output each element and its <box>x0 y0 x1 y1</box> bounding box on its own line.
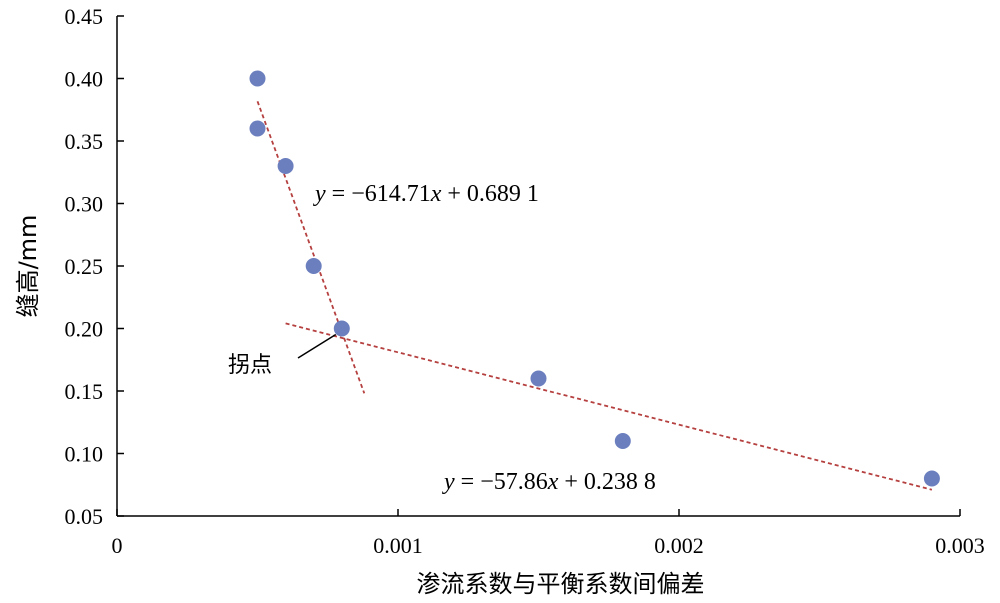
data-point <box>277 158 294 174</box>
data-point <box>530 370 547 387</box>
y-tick-label: 0.10 <box>65 442 104 467</box>
data-points <box>249 70 940 487</box>
y-tick-label: 0.35 <box>65 129 104 154</box>
x-axis-title: 渗流系数与平衡系数间偏差 <box>417 570 705 598</box>
y-tick-label: 0.20 <box>65 317 104 342</box>
trendline-equation-1: y = −614.71x + 0.689 1 <box>313 181 539 207</box>
y-tick-label: 0.30 <box>65 192 104 217</box>
trendline-2 <box>285 322 933 491</box>
data-point <box>333 320 350 337</box>
data-point <box>249 120 266 137</box>
trendlines <box>256 101 933 491</box>
y-tick-label: 0.45 <box>65 4 104 29</box>
x-tick-label: 0.003 <box>935 533 985 558</box>
y-tick-label: 0.25 <box>65 254 104 279</box>
y-tick-label: 0.05 <box>65 504 104 529</box>
y-tick-label: 0.15 <box>65 379 104 404</box>
trendline-equation-2: y = −57.86x + 0.238 8 <box>442 469 656 495</box>
x-tick-label: 0.002 <box>654 533 704 558</box>
x-tick-label: 0.001 <box>373 533 423 558</box>
y-axis-title: 缝高/mm <box>14 215 42 318</box>
annotations: y = −614.71x + 0.689 1 y = −57.86x + 0.23… <box>228 181 656 495</box>
annotation-pointer <box>297 333 337 359</box>
x-tick-label: 0 <box>112 533 123 558</box>
tick-labels: 0.05 0.10 0.15 0.20 0.25 0.30 0.35 0.40 0.45 0 0.0… <box>14 4 985 598</box>
annotation-label: 拐点 <box>228 353 272 378</box>
trendline-1 <box>256 101 366 394</box>
data-point <box>614 433 631 449</box>
y-tick-label: 0.40 <box>65 67 104 92</box>
data-point <box>305 258 322 274</box>
axes <box>116 15 961 517</box>
data-point <box>923 470 940 487</box>
data-point <box>249 70 266 87</box>
